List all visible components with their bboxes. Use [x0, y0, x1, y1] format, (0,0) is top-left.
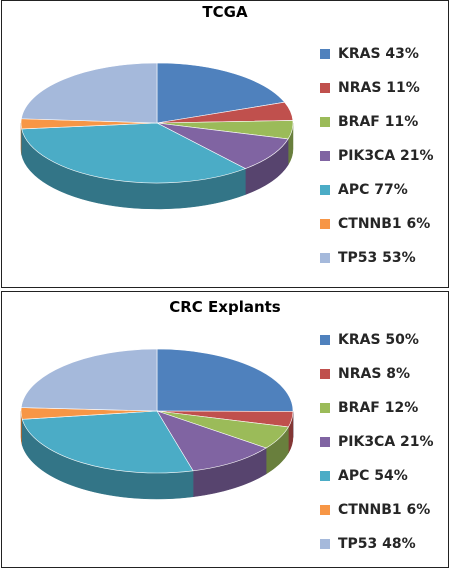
legend-swatch: [320, 253, 330, 263]
legend-swatch: [320, 151, 330, 161]
legend-swatch: [320, 185, 330, 195]
slice-apc: [21, 410, 194, 474]
slice-kras: [156, 348, 294, 412]
legend-swatch: [320, 403, 330, 413]
legend-tcga: KRAS 43% NRAS 11% BRAF 11% PIK3CA 21% APC 77…: [320, 37, 434, 275]
slice-pik3ca: [156, 122, 289, 169]
legend-label: TP53 48%: [338, 536, 416, 552]
legend-item-tp53: TP53 48%: [320, 527, 434, 561]
chart-title: CRC Explants: [169, 298, 281, 316]
legend-swatch: [320, 437, 330, 447]
chart-panel-tcga: TCGA KRAS 43% NRAS 11% BRAF 11% PIK3CA 21% A…: [1, 0, 449, 288]
legend-swatch: [320, 83, 330, 93]
legend-item-pik3ca: PIK3CA 21%: [320, 425, 434, 459]
slice-apc: [21, 122, 247, 184]
legend-item-kras: KRAS 50%: [320, 323, 434, 357]
chart-title: TCGA: [202, 3, 248, 21]
legend-swatch: [320, 335, 330, 345]
legend-label: PIK3CA 21%: [338, 434, 434, 450]
slice-kras: [156, 62, 286, 124]
legend-label: BRAF 11%: [338, 114, 419, 130]
legend-item-tp53: TP53 53%: [320, 241, 434, 275]
legend-swatch: [320, 369, 330, 379]
legend-label: CTNNB1 6%: [338, 502, 431, 518]
legend-item-nras: NRAS 11%: [320, 71, 434, 105]
legend-label: CTNNB1 6%: [338, 216, 431, 232]
legend-item-braf: BRAF 12%: [320, 391, 434, 425]
legend-item-apc: APC 77%: [320, 173, 434, 207]
legend-item-braf: BRAF 11%: [320, 105, 434, 139]
legend-item-kras: KRAS 43%: [320, 37, 434, 71]
legend-label: PIK3CA 21%: [338, 148, 434, 164]
legend-swatch: [320, 539, 330, 549]
chart-panel-crc-explants: CRC Explants KRAS 50% NRAS 8% BRAF 12% PIK3…: [1, 291, 449, 568]
legend-label: APC 77%: [338, 182, 408, 198]
legend-item-ctnnb1: CTNNB1 6%: [320, 493, 434, 527]
legend-swatch: [320, 117, 330, 127]
slice-tp53: [20, 62, 158, 124]
legend-crc-explants: KRAS 50% NRAS 8% BRAF 12% PIK3CA 21% APC 54%…: [320, 323, 434, 561]
legend-label: APC 54%: [338, 468, 408, 484]
legend-swatch: [320, 49, 330, 59]
legend-label: TP53 53%: [338, 250, 416, 266]
legend-label: NRAS 8%: [338, 366, 411, 382]
legend-swatch: [320, 505, 330, 515]
legend-label: KRAS 43%: [338, 46, 419, 62]
legend-label: KRAS 50%: [338, 332, 419, 348]
pie-chart-crc-explants: [20, 348, 294, 500]
legend-item-ctnnb1: CTNNB1 6%: [320, 207, 434, 241]
legend-item-pik3ca: PIK3CA 21%: [320, 139, 434, 173]
legend-item-apc: APC 54%: [320, 459, 434, 493]
legend-swatch: [320, 471, 330, 481]
slice-tp53: [20, 348, 158, 412]
legend-label: NRAS 11%: [338, 80, 420, 96]
legend-item-nras: NRAS 8%: [320, 357, 434, 391]
pie-chart-tcga: [20, 62, 294, 210]
legend-label: BRAF 12%: [338, 400, 419, 416]
legend-swatch: [320, 219, 330, 229]
